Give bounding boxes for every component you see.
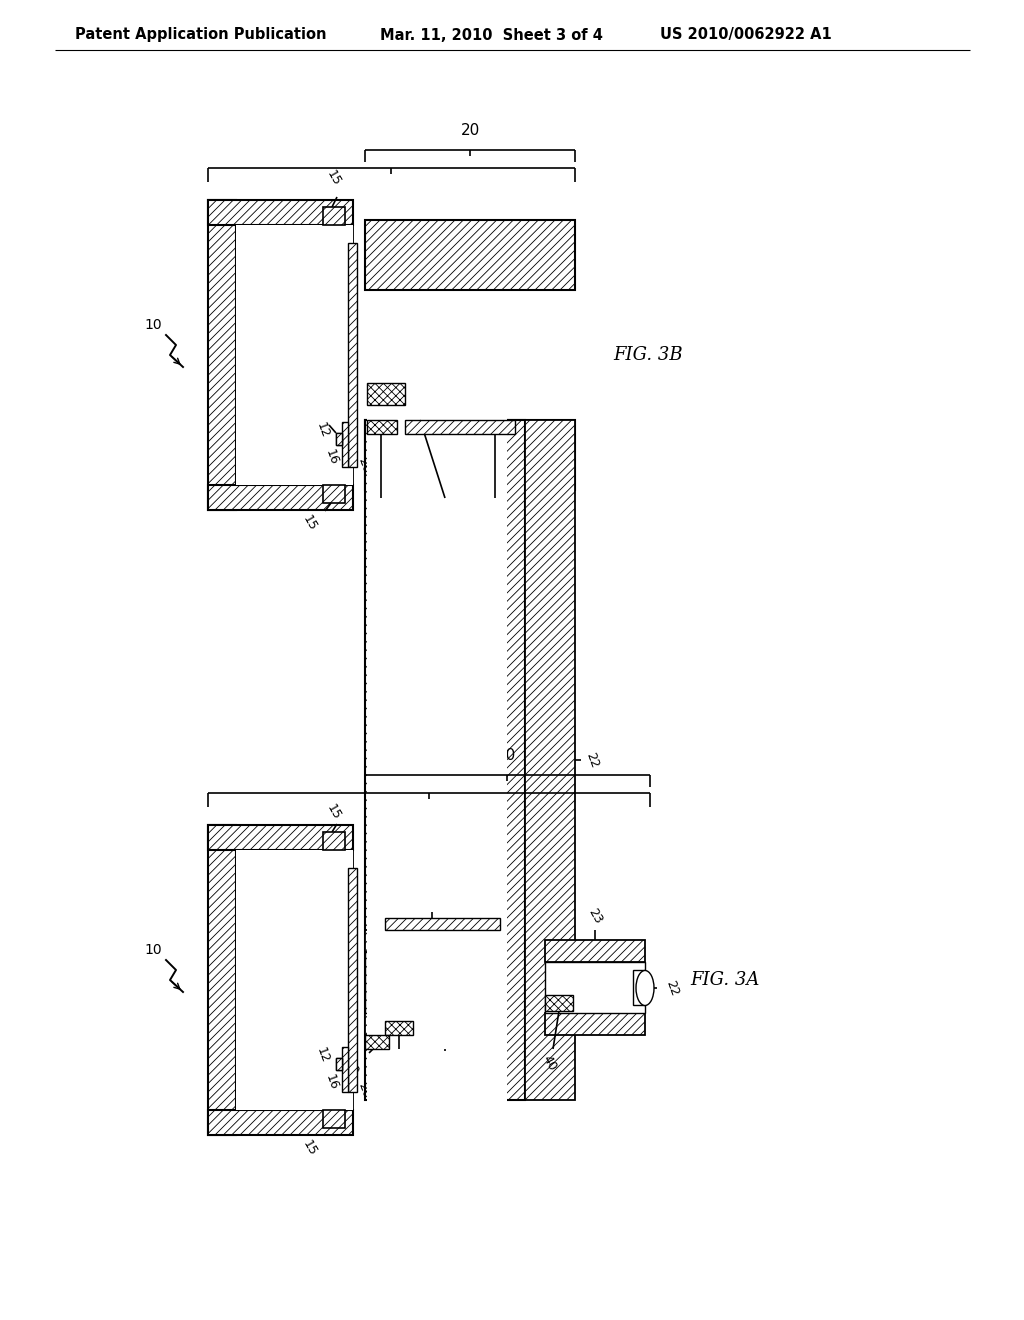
Text: 16: 16	[323, 1072, 340, 1092]
Bar	[365, 931, 500, 952]
Bar	[339, 850, 353, 869]
Text: Patent Application Publication: Patent Application Publication	[75, 28, 327, 42]
Text: 12: 12	[313, 420, 331, 440]
Bar	[208, 825, 353, 850]
Ellipse shape	[636, 970, 654, 1006]
Text: 20: 20	[498, 748, 517, 763]
Bar	[323, 832, 345, 850]
Bar	[545, 940, 645, 962]
Text: 15: 15	[300, 1138, 319, 1158]
Bar	[208, 201, 236, 510]
Bar	[365, 420, 575, 490]
Text: 24: 24	[435, 1053, 455, 1073]
Bar	[336, 433, 342, 445]
Bar	[323, 1110, 345, 1129]
Text: 24: 24	[485, 504, 505, 524]
Bar	[365, 952, 383, 1012]
Text: 12: 12	[313, 1045, 331, 1065]
Text: 10: 10	[144, 318, 162, 333]
Text: 30: 30	[372, 504, 390, 524]
Text: FIG. 3B: FIG. 3B	[613, 346, 683, 364]
Bar	[208, 825, 236, 1135]
Text: 10: 10	[144, 942, 162, 957]
Text: 25: 25	[423, 888, 441, 908]
Bar	[236, 224, 353, 484]
Text: US 2010/0062922 A1: US 2010/0062922 A1	[660, 28, 831, 42]
Text: 30: 30	[342, 1057, 361, 1077]
Bar	[365, 420, 525, 1100]
Bar	[367, 383, 406, 405]
Bar	[633, 970, 645, 1005]
Text: 40: 40	[435, 504, 455, 524]
Text: 23: 23	[586, 906, 604, 927]
Bar	[406, 420, 515, 434]
Bar	[545, 1012, 645, 1035]
Bar	[339, 1092, 353, 1110]
Bar	[236, 850, 353, 1110]
Bar	[342, 422, 348, 467]
Text: 15: 15	[300, 513, 319, 533]
Bar	[336, 433, 342, 445]
Bar	[348, 869, 357, 1092]
Text: 26: 26	[355, 455, 373, 475]
Bar	[348, 243, 357, 467]
Text: 22: 22	[663, 978, 681, 998]
Text: 16: 16	[323, 447, 340, 467]
Bar	[342, 1047, 348, 1092]
Bar	[208, 201, 353, 224]
Bar	[323, 207, 345, 224]
Bar	[365, 220, 575, 290]
Text: 22: 22	[583, 750, 601, 770]
Bar	[545, 995, 573, 1011]
Bar	[367, 420, 397, 434]
Text: 40: 40	[540, 1053, 559, 1073]
Text: 26: 26	[355, 1080, 373, 1100]
Text: FIG. 3A: FIG. 3A	[690, 972, 760, 989]
Bar	[208, 484, 353, 510]
Bar	[336, 1059, 342, 1071]
Bar	[525, 420, 575, 1100]
Bar	[365, 1035, 389, 1049]
Bar	[339, 224, 353, 243]
Bar	[365, 1012, 500, 1035]
Bar	[545, 962, 645, 1012]
Bar	[389, 1035, 500, 1049]
Text: 15: 15	[325, 168, 344, 187]
Bar	[336, 1059, 342, 1071]
Text: 20: 20	[461, 123, 479, 139]
Bar	[339, 467, 353, 484]
Bar	[385, 1020, 413, 1035]
Bar	[367, 405, 507, 1115]
Bar	[323, 484, 345, 503]
Bar	[385, 917, 500, 931]
Bar	[383, 952, 500, 1012]
Text: 21: 21	[389, 1053, 409, 1073]
Bar	[208, 1110, 353, 1135]
Text: Mar. 11, 2010  Sheet 3 of 4: Mar. 11, 2010 Sheet 3 of 4	[380, 28, 603, 42]
Text: 15: 15	[325, 801, 344, 822]
